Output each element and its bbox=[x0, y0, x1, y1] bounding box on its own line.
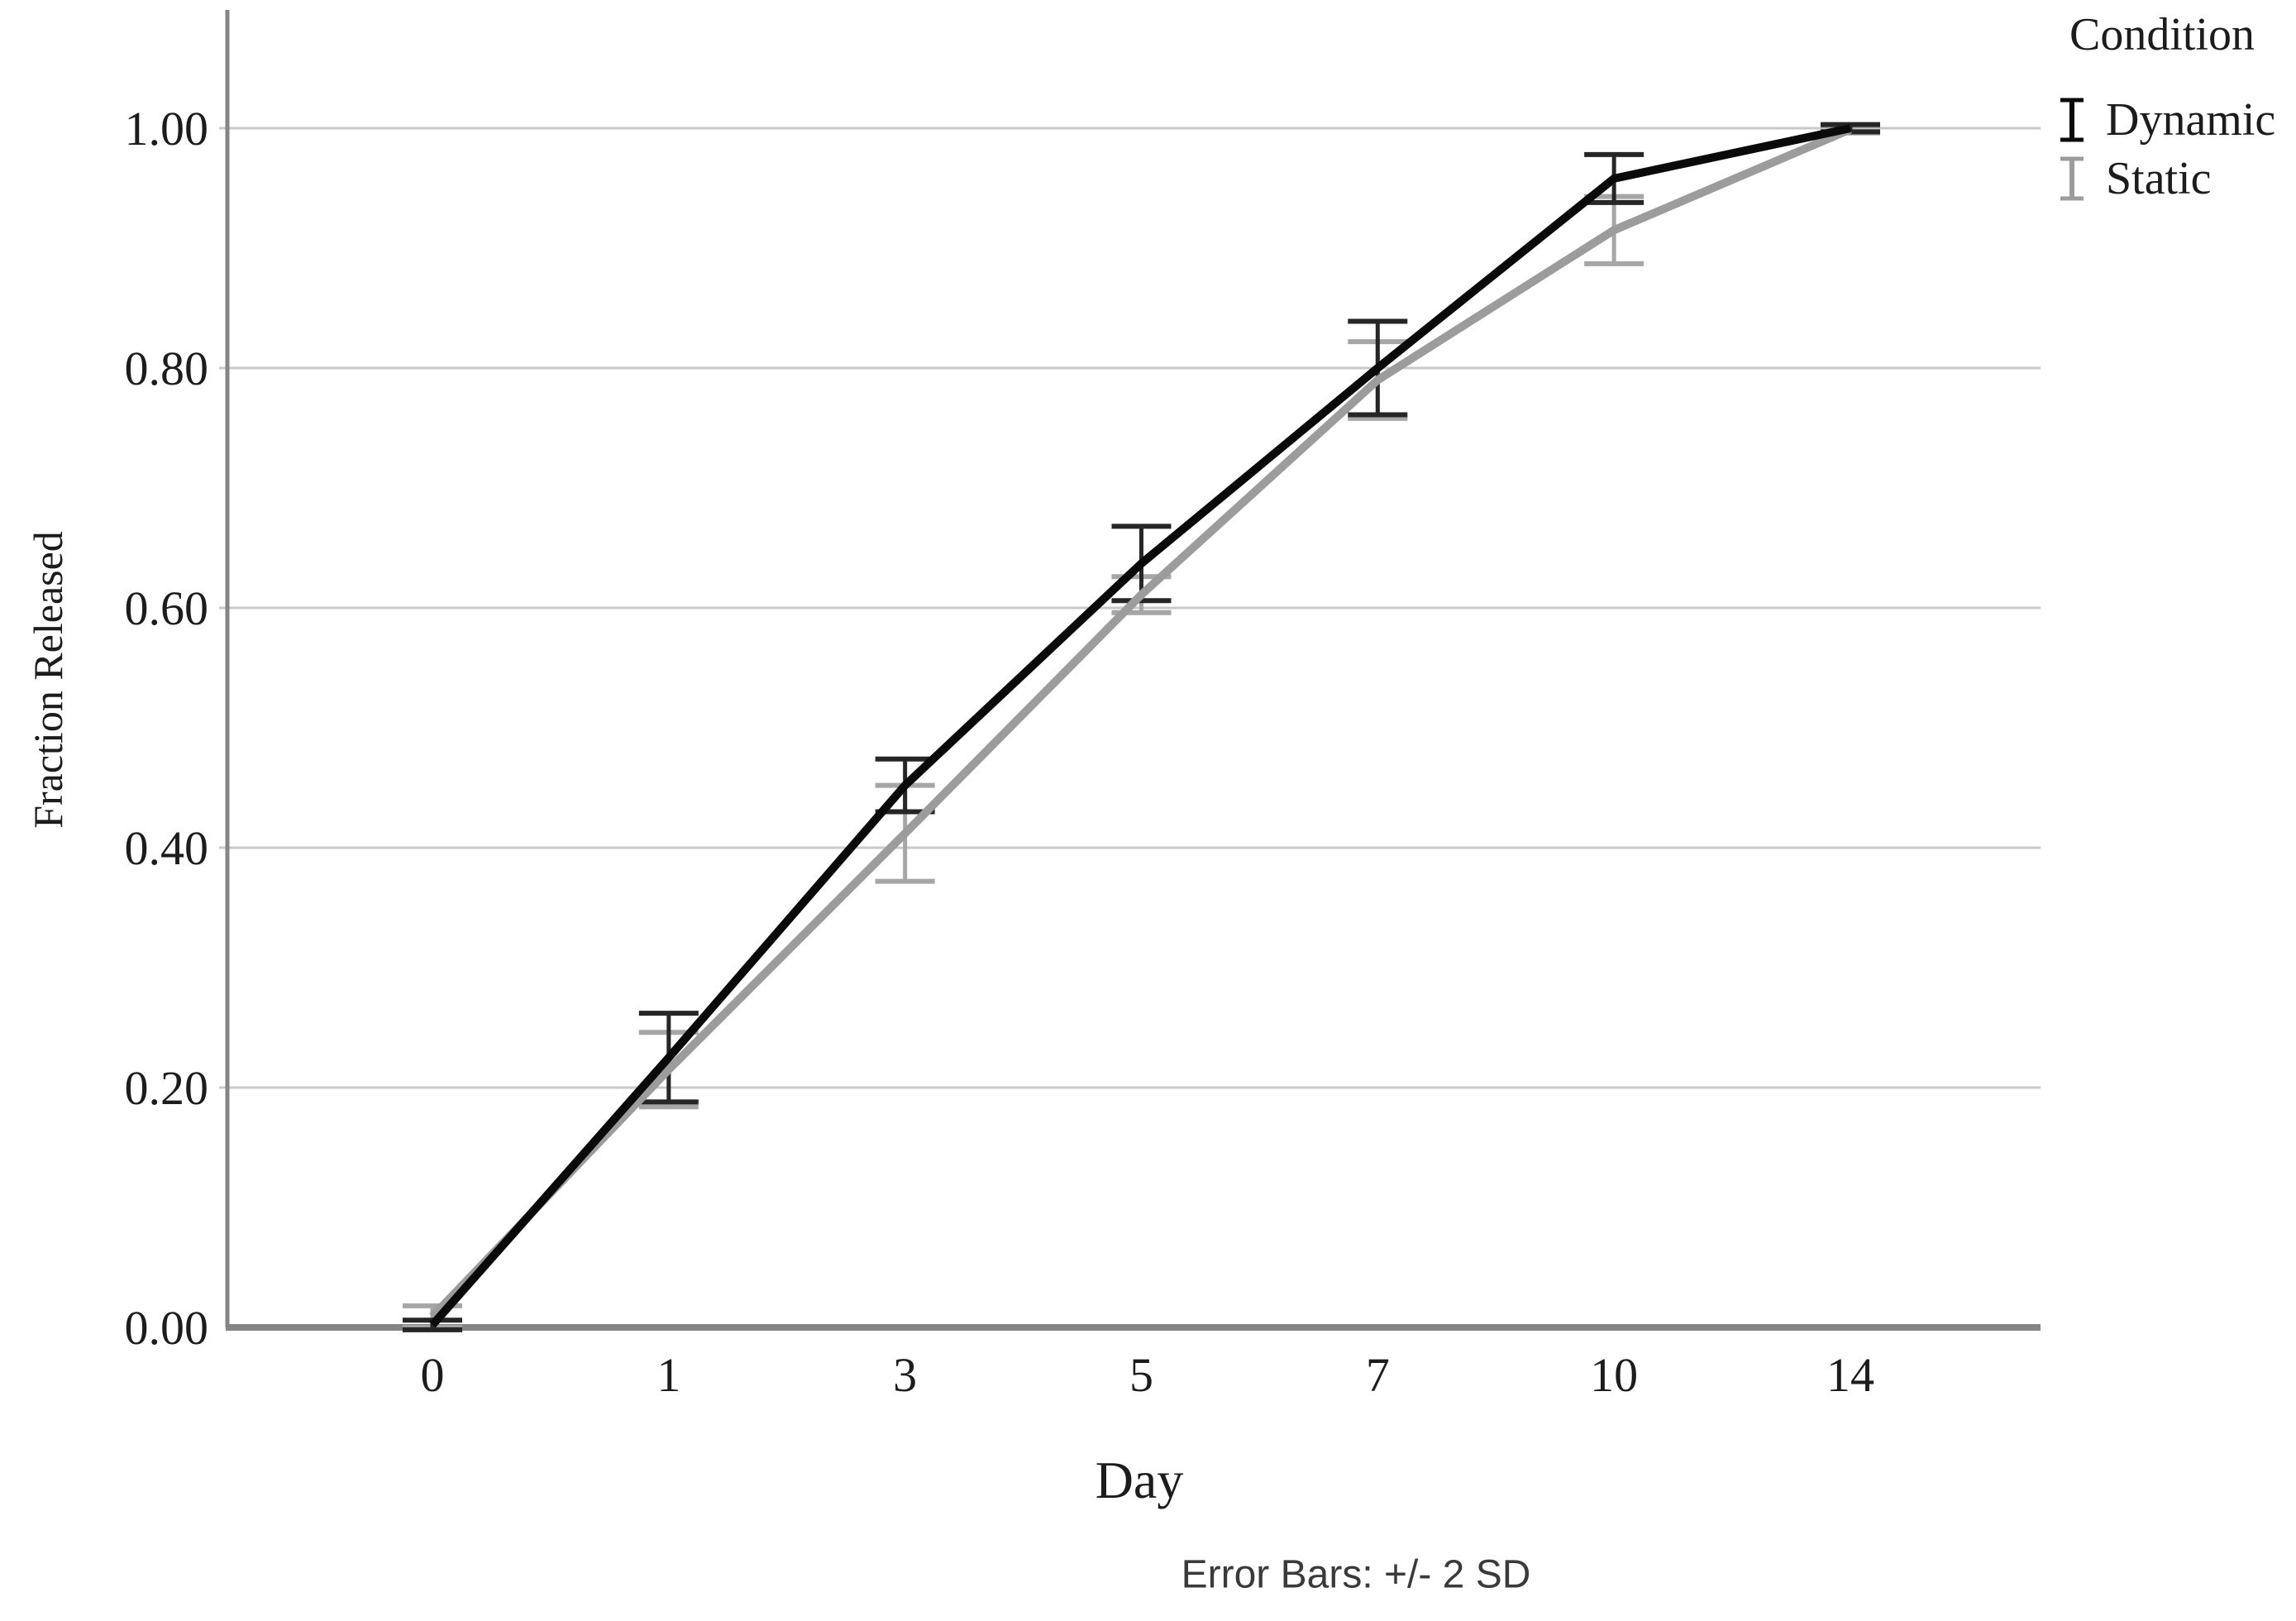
legend-item-label: Static bbox=[2106, 153, 2212, 204]
x-tick-label: 3 bbox=[893, 1348, 917, 1402]
legend-item-static: Static bbox=[2058, 155, 2296, 203]
legend-item-label: Dynamic bbox=[2106, 94, 2276, 146]
y-tick-label: 0.20 bbox=[125, 1061, 209, 1115]
y-axis-title: Fraction Released bbox=[25, 531, 71, 829]
x-tick-label: 1 bbox=[656, 1348, 680, 1402]
x-tick-label: 10 bbox=[1590, 1348, 1638, 1402]
y-tick-label: 0.80 bbox=[125, 342, 209, 395]
x-tick-label: 0 bbox=[421, 1348, 445, 1402]
legend: Condition Dynamic bbox=[2058, 8, 2296, 203]
x-axis-title: Day bbox=[1095, 1451, 1184, 1509]
y-tick-label: 0.60 bbox=[125, 581, 209, 635]
y-tick-label: 1.00 bbox=[125, 102, 209, 155]
dynamic-errorbar-icon bbox=[2060, 98, 2084, 142]
x-tick-label: 5 bbox=[1129, 1348, 1153, 1402]
x-tick-label: 7 bbox=[1366, 1348, 1390, 1402]
legend-item-dynamic: Dynamic bbox=[2058, 96, 2296, 144]
x-tick-label: 14 bbox=[1826, 1348, 1874, 1402]
y-tick-label: 0.40 bbox=[125, 821, 209, 875]
series-static-line bbox=[429, 125, 1852, 1320]
y-tick-label: 0.00 bbox=[125, 1301, 209, 1355]
legend-title: Condition bbox=[2069, 9, 2255, 60]
error-bars-footnote: Error Bars: +/- 2 SD bbox=[1181, 1552, 1531, 1597]
static-errorbar-icon bbox=[2060, 156, 2084, 201]
series-dynamic-line bbox=[429, 124, 1852, 1328]
legend-items: Dynamic Static bbox=[2058, 96, 2296, 203]
